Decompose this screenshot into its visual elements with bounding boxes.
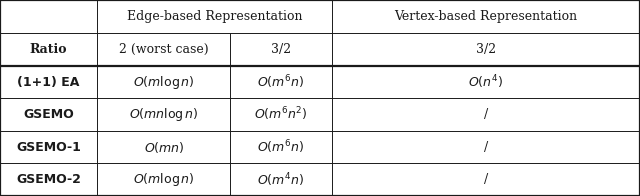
Text: $O(m^6n)$: $O(m^6n)$: [257, 138, 305, 156]
Text: /: /: [484, 173, 488, 186]
Text: $O(n^4)$: $O(n^4)$: [468, 73, 503, 91]
Text: 2 (worst case): 2 (worst case): [119, 43, 209, 56]
Text: /: /: [484, 141, 488, 154]
Text: /: /: [484, 108, 488, 121]
Text: $O(m^4n)$: $O(m^4n)$: [257, 171, 305, 189]
Text: $O(m\log n)$: $O(m\log n)$: [133, 171, 195, 188]
Text: (1+1) EA: (1+1) EA: [17, 76, 80, 89]
Text: $O(m^6n^2)$: $O(m^6n^2)$: [254, 106, 308, 123]
Text: $O(m\log n)$: $O(m\log n)$: [133, 74, 195, 91]
Text: GSEMO-1: GSEMO-1: [16, 141, 81, 154]
Text: 3/2: 3/2: [476, 43, 496, 56]
Text: $O(mn)$: $O(mn)$: [143, 140, 184, 155]
Text: $O(m^6n)$: $O(m^6n)$: [257, 73, 305, 91]
Text: GSEMO: GSEMO: [23, 108, 74, 121]
Text: Ratio: Ratio: [30, 43, 67, 56]
Text: GSEMO-2: GSEMO-2: [16, 173, 81, 186]
Text: 3/2: 3/2: [271, 43, 291, 56]
Text: $O(mn\log n)$: $O(mn\log n)$: [129, 106, 198, 123]
Text: Edge-based Representation: Edge-based Representation: [127, 10, 302, 23]
Text: Vertex-based Representation: Vertex-based Representation: [394, 10, 577, 23]
